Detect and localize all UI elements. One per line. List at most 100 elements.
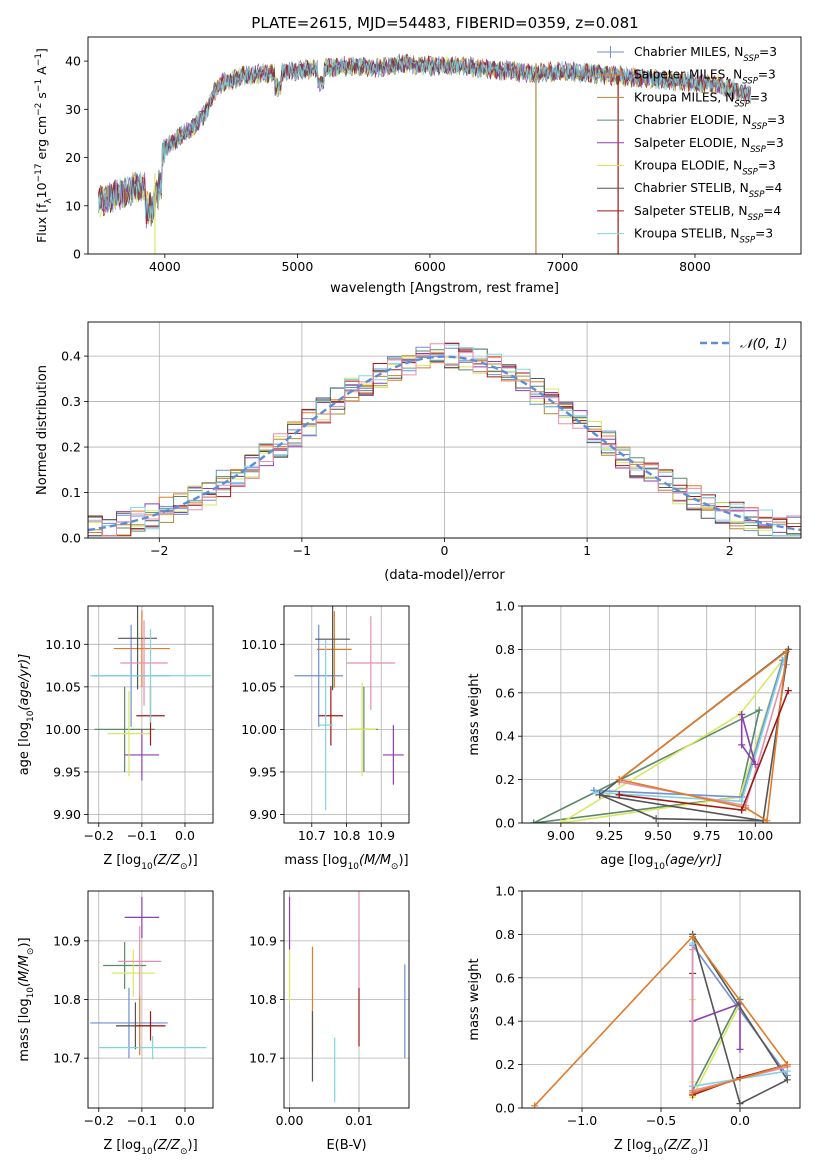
y-axis-label: Flux [fλ10−17 erg cm−2 s−1 A−1] bbox=[34, 48, 54, 243]
y-tick-label: 9.95 bbox=[249, 764, 277, 779]
legend-label-tail: =4 bbox=[764, 181, 782, 195]
legend-label-sub: SSP bbox=[734, 99, 750, 109]
errorbar-point bbox=[111, 949, 155, 997]
x-axis-label-part: 10 bbox=[348, 862, 360, 872]
weight-marker bbox=[615, 776, 623, 784]
y-tick-label: 0.2 bbox=[495, 772, 515, 787]
x-tick-label: 9.00 bbox=[547, 828, 575, 843]
errorbar-point bbox=[316, 611, 352, 688]
histogram-steps bbox=[88, 342, 801, 537]
legend-label: Kroupa STELIB, NSSP=3 bbox=[634, 227, 773, 246]
y-tick-label: 10.05 bbox=[45, 679, 81, 694]
legend-label-name: Chabrier ELODIE, N bbox=[634, 113, 751, 127]
x-axis-label-part: Z [log bbox=[103, 853, 141, 868]
solar-symbol: ⊙ bbox=[690, 1147, 698, 1157]
weight-marker bbox=[596, 791, 604, 799]
y-axis-unit: ] bbox=[34, 48, 49, 53]
x-axis-label-part: (Z/Z bbox=[663, 1138, 691, 1153]
x-axis-label-part: )] bbox=[698, 1138, 708, 1153]
y-axis-label-part: erg cm bbox=[34, 116, 49, 164]
errorbar-point bbox=[94, 686, 155, 772]
y-axis-unit: A bbox=[34, 66, 49, 79]
y-tick-label: 0.8 bbox=[495, 927, 515, 942]
y-tick-label: 9.90 bbox=[53, 807, 81, 822]
x-tick-label: 5000 bbox=[281, 259, 313, 274]
y-tick-label: 0.4 bbox=[495, 729, 515, 744]
x-tick-label: 4000 bbox=[149, 259, 181, 274]
axes-frame bbox=[87, 36, 802, 255]
y-tick-label: 10.9 bbox=[249, 933, 277, 948]
x-axis-label-part: (Z/Z bbox=[153, 853, 181, 868]
legend-label: Salpeter STELIB, NSSP=4 bbox=[634, 204, 781, 223]
x-axis-label-part: 10 bbox=[653, 862, 665, 872]
legend-label-tail: =3 bbox=[758, 159, 776, 173]
errorbar-point bbox=[135, 1011, 166, 1041]
axes-frame bbox=[87, 605, 214, 824]
legend-label-sub: SSP bbox=[742, 168, 758, 178]
weight-marker bbox=[592, 789, 600, 797]
solar-symbol: ⊙ bbox=[391, 862, 399, 872]
weight-marker bbox=[738, 741, 746, 749]
errorbar-point bbox=[120, 620, 168, 706]
legend-label: Chabrier ELODIE, NSSP=3 bbox=[634, 113, 785, 132]
weight-marker bbox=[755, 706, 763, 714]
plot-layer: 4000 5000 6000 7000 8000010203040wavelength … bbox=[17, 36, 802, 1157]
panel-mass-vs-ebv: 0.00 0.01 10.7 10.8 10.9 E(B-V) bbox=[249, 890, 410, 1153]
x-axis-label-part: (Z/Z bbox=[153, 1138, 181, 1153]
solar-symbol: ⊙ bbox=[180, 862, 188, 872]
y-tick-label: 0.0 bbox=[61, 531, 81, 546]
x-tick-label: 9.50 bbox=[644, 828, 672, 843]
x-axis-label: (data-model)/error bbox=[384, 568, 505, 583]
x-tick-label: −2 bbox=[150, 543, 168, 558]
y-tick-label: 1.0 bbox=[495, 599, 515, 614]
spectrum-line-kroupa-stelib bbox=[98, 54, 751, 221]
x-axis-label-part: age [log bbox=[600, 853, 653, 868]
legend-label-sub: SSP bbox=[743, 54, 759, 64]
x-tick-label: 0.0 bbox=[175, 828, 195, 843]
y-tick-label: 0.4 bbox=[495, 1014, 515, 1029]
x-axis-label-part: )] bbox=[398, 853, 408, 868]
panel-spectrum: 4000 5000 6000 7000 8000 0 10 20 30 40 wavelength … bbox=[34, 36, 802, 296]
axes-frame bbox=[87, 890, 214, 1109]
x-tick-label: 10.9 bbox=[367, 828, 395, 843]
y-axis-label-part: mass [log bbox=[17, 998, 32, 1061]
y-axis-unit: s bbox=[34, 92, 49, 103]
errorbar-point bbox=[90, 987, 168, 1059]
y-tick-label: 10.00 bbox=[241, 722, 277, 737]
weight-lines bbox=[530, 645, 792, 823]
y-axis-label-part: )] bbox=[17, 937, 32, 947]
x-axis-label-part: )] bbox=[188, 853, 198, 868]
x-axis-label-part: )] bbox=[188, 1138, 198, 1153]
legend-label: Salpeter ELODIE, NSSP=3 bbox=[634, 136, 784, 155]
x-tick-label: 9.25 bbox=[596, 828, 624, 843]
errorbar-point bbox=[124, 896, 160, 938]
legend-label-tail: =3 bbox=[758, 68, 776, 82]
y-tick-label: 10.10 bbox=[241, 637, 277, 652]
x-tick-label: 0.0 bbox=[730, 1113, 750, 1128]
x-axis-label: E(B-V) bbox=[326, 1138, 366, 1153]
legend-label-sub: SSP bbox=[749, 190, 765, 200]
weight-marker bbox=[738, 806, 746, 814]
weight-marker bbox=[738, 797, 746, 805]
y-tick-label: 0.4 bbox=[61, 349, 81, 364]
x-tick-label: 0.00 bbox=[276, 1113, 304, 1128]
errorbar-point bbox=[348, 682, 377, 777]
axes-frame bbox=[521, 605, 801, 824]
y-tick-label: 10.05 bbox=[241, 679, 277, 694]
solar-symbol: ⊙ bbox=[26, 948, 36, 956]
legend-label-tail: =3 bbox=[766, 136, 784, 150]
x-tick-label: 0 bbox=[441, 543, 449, 558]
errorbar-point bbox=[346, 616, 396, 710]
normal-curve bbox=[88, 355, 801, 532]
axes-frame bbox=[521, 890, 801, 1109]
figure-title: PLATE=2615, MJD=54483, FIBERID=0359, z=0… bbox=[251, 14, 638, 32]
y-tick-label: 0 bbox=[73, 247, 81, 262]
legend-label-name: Salpeter STELIB, N bbox=[634, 204, 747, 218]
legend-label: Chabrier MILES, NSSP=3 bbox=[634, 45, 777, 64]
axes-frame bbox=[283, 605, 410, 824]
legend-label-tail: =3 bbox=[750, 90, 768, 104]
x-tick-label: 6000 bbox=[414, 259, 446, 274]
weight-line bbox=[740, 714, 757, 765]
weight-marker bbox=[736, 1100, 744, 1108]
x-axis-label-part: mass [log bbox=[284, 853, 347, 868]
